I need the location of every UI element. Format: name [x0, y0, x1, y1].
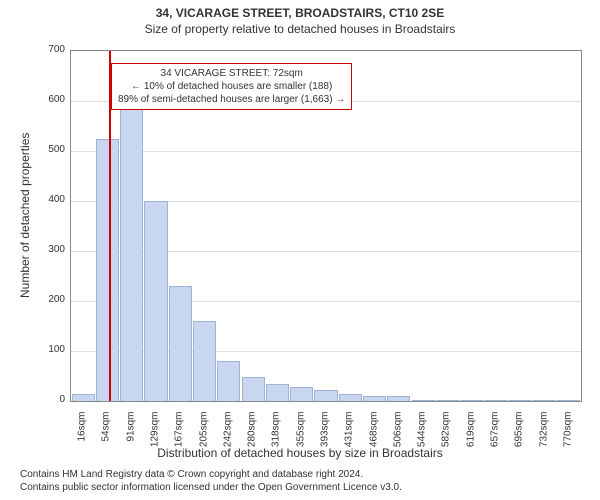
bar — [120, 109, 143, 402]
bar — [533, 400, 556, 401]
info-box: 34 VICARAGE STREET: 72sqm← 10% of detach… — [111, 63, 352, 110]
x-tick-label: 506sqm — [392, 412, 403, 462]
x-tick-label: 318sqm — [271, 412, 282, 462]
x-tick-label: 431sqm — [344, 412, 355, 462]
x-tick-label: 619sqm — [465, 412, 476, 462]
bar — [387, 396, 410, 401]
bar — [484, 400, 507, 401]
bar — [266, 384, 289, 402]
bar — [436, 400, 459, 401]
chart-title-main: 34, VICARAGE STREET, BROADSTAIRS, CT10 2… — [0, 6, 600, 20]
bar — [169, 286, 192, 401]
info-box-line: 89% of semi-detached houses are larger (… — [118, 93, 345, 106]
x-tick-label: 205sqm — [198, 412, 209, 462]
x-tick-label: 16sqm — [77, 412, 88, 462]
y-tick-label: 300 — [35, 244, 65, 255]
x-tick-label: 167sqm — [174, 412, 185, 462]
bar — [242, 377, 265, 401]
chart-title-sub: Size of property relative to detached ho… — [0, 22, 600, 36]
x-tick-label: 582sqm — [441, 412, 452, 462]
footer-line-1: Contains HM Land Registry data © Crown c… — [20, 468, 402, 481]
bar — [363, 396, 386, 401]
y-tick-label: 600 — [35, 94, 65, 105]
bar — [96, 139, 119, 402]
x-tick-label: 91sqm — [125, 412, 136, 462]
bar — [217, 361, 240, 401]
bar — [557, 400, 580, 401]
bar — [339, 394, 362, 402]
x-tick-label: 657sqm — [490, 412, 501, 462]
bar — [193, 321, 216, 401]
x-tick-label: 468sqm — [368, 412, 379, 462]
bar — [72, 394, 95, 402]
y-tick-label: 500 — [35, 144, 65, 155]
x-tick-label: 393sqm — [320, 412, 331, 462]
y-tick-label: 200 — [35, 294, 65, 305]
x-tick-label: 54sqm — [101, 412, 112, 462]
x-tick-label: 280sqm — [247, 412, 258, 462]
bar — [509, 400, 532, 401]
x-tick-label: 242sqm — [222, 412, 233, 462]
y-tick-label: 0 — [35, 394, 65, 405]
gridline — [71, 151, 581, 152]
bar — [290, 387, 313, 401]
plot-area: 34 VICARAGE STREET: 72sqm← 10% of detach… — [70, 50, 582, 402]
bar — [412, 400, 435, 401]
x-tick-label: 732sqm — [538, 412, 549, 462]
x-tick-label: 129sqm — [150, 412, 161, 462]
x-tick-label: 695sqm — [514, 412, 525, 462]
bar — [144, 201, 167, 401]
y-tick-label: 100 — [35, 344, 65, 355]
y-tick-label: 400 — [35, 194, 65, 205]
info-box-line: ← 10% of detached houses are smaller (18… — [118, 80, 345, 93]
y-axis-label: Number of detached properties — [18, 133, 32, 298]
y-tick-label: 700 — [35, 44, 65, 55]
x-tick-label: 355sqm — [295, 412, 306, 462]
bar — [314, 390, 337, 401]
x-tick-label: 544sqm — [417, 412, 428, 462]
footer-text: Contains HM Land Registry data © Crown c… — [20, 468, 402, 494]
bar — [460, 400, 483, 401]
info-box-line: 34 VICARAGE STREET: 72sqm — [118, 67, 345, 80]
x-tick-label: 770sqm — [562, 412, 573, 462]
footer-line-2: Contains public sector information licen… — [20, 481, 402, 494]
